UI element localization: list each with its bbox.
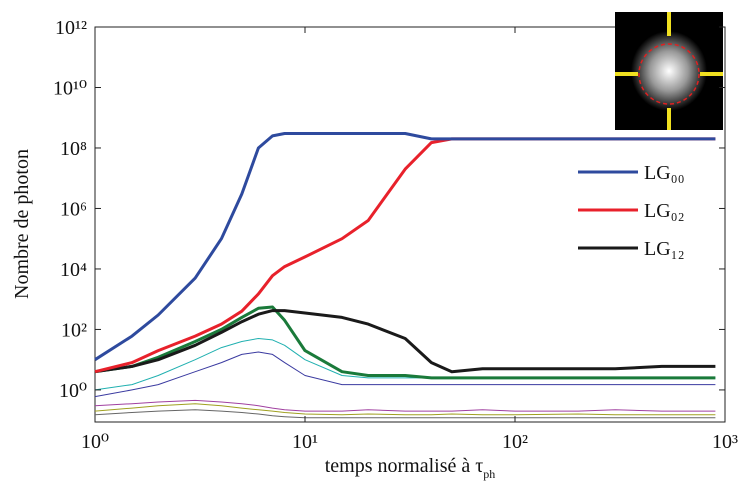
y-tick-label: 10² (61, 319, 87, 341)
legend-label: LG₁₂ (644, 238, 685, 260)
x-tick-label: 10⁰ (81, 431, 109, 453)
inset-image (615, 12, 723, 130)
y-tick-label: 10¹⁰ (53, 77, 87, 99)
x-tick-label: 10² (502, 431, 528, 453)
y-tick-label: 10⁴ (60, 259, 87, 281)
plot-frame (94, 26, 726, 423)
plot-area (94, 132, 716, 419)
x-tick-label: 10¹ (292, 431, 318, 453)
series-line (94, 403, 716, 416)
legend-label: LG₀₂ (644, 200, 685, 222)
y-tick-label: 10⁸ (60, 138, 87, 160)
series-line (94, 409, 716, 419)
y-tick-label: 10⁰ (59, 380, 87, 402)
series-line (94, 338, 716, 391)
series-line (94, 309, 716, 374)
x-tick-label: 10³ (712, 431, 738, 453)
y-tick-label: 10⁶ (60, 198, 87, 220)
x-axis-label: temps normalisé à τph (325, 455, 496, 481)
legend-label: LG₀₀ (644, 162, 685, 184)
y-axis-label: Nombre de photon (11, 149, 33, 299)
series-line (94, 305, 716, 380)
x-axis-label-main: temps normalisé à τ (325, 455, 484, 477)
y-tick-label: 10¹² (55, 17, 87, 39)
series-line (94, 132, 716, 361)
series-line (94, 137, 716, 374)
series-line (94, 399, 716, 412)
series-line (94, 351, 716, 398)
x-axis-label-sub: ph (483, 467, 495, 481)
